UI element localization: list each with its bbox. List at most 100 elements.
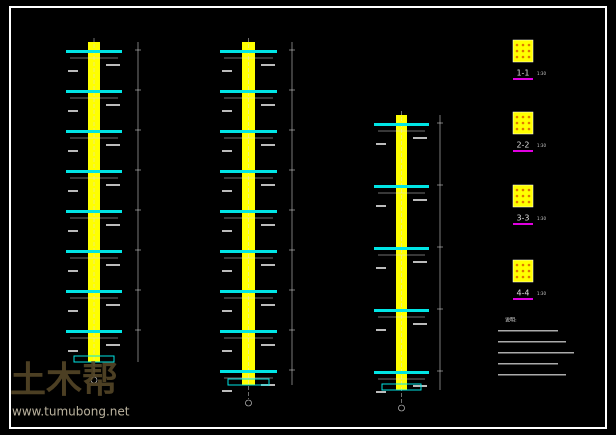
annotation-mark (106, 144, 120, 146)
beam (374, 185, 429, 188)
annotation-mark (106, 344, 120, 346)
annotation-mark (376, 391, 386, 393)
annotation-mark (413, 261, 427, 263)
section-rebar (515, 275, 519, 279)
annotation-mark (261, 304, 275, 306)
note-line (498, 374, 566, 376)
annotation-mark (376, 329, 386, 331)
section-scale: 1:30 (537, 291, 546, 296)
annotation-mark (222, 150, 232, 152)
annotation-mark (261, 224, 275, 226)
section-label: 1-1 (516, 69, 529, 78)
axis-marker (90, 376, 98, 384)
section-rebar (521, 49, 525, 53)
section-rebar (527, 200, 531, 204)
section-rebar (521, 275, 525, 279)
beam (220, 250, 277, 253)
section-rebar (515, 115, 519, 119)
annotation-mark (106, 304, 120, 306)
notes-title: 说明: (505, 317, 517, 324)
section-rebar (521, 127, 525, 131)
annotation-mark (413, 137, 427, 139)
annotation-mark (68, 190, 78, 192)
annotation-mark (376, 205, 386, 207)
section-rebar (515, 49, 519, 53)
beam (66, 170, 122, 173)
section-rebar (521, 200, 525, 204)
section-label: 4-4 (516, 289, 529, 298)
annotation-mark (222, 190, 232, 192)
beam (220, 50, 277, 53)
section-rebar (515, 121, 519, 125)
beam (220, 370, 277, 373)
section-rebar (521, 263, 525, 267)
section-rebar (515, 263, 519, 267)
beam (374, 371, 429, 374)
section-rebar (521, 55, 525, 59)
section-rebar (521, 269, 525, 273)
section-label: 2-2 (516, 141, 529, 150)
annotation-mark (376, 143, 386, 145)
section-rebar (515, 269, 519, 273)
annotation-mark (222, 310, 232, 312)
annotation-mark (106, 64, 120, 66)
section-rebar (515, 200, 519, 204)
watermark-url: www.tumubong.net (12, 405, 130, 419)
annotation-mark (68, 310, 78, 312)
section-rebar (527, 263, 531, 267)
beam (220, 330, 277, 333)
column-base (381, 383, 422, 391)
section-rebar (521, 194, 525, 198)
beam (220, 290, 277, 293)
section-rebar (527, 127, 531, 131)
section-scale: 1:30 (537, 143, 546, 148)
axis-marker (398, 404, 405, 412)
note-line (498, 341, 566, 343)
axis-marker (245, 399, 252, 407)
annotation-mark (106, 184, 120, 186)
annotation-mark (68, 230, 78, 232)
beam (220, 210, 277, 213)
annotation-mark (222, 70, 232, 72)
drawing-frame (9, 6, 607, 429)
note-line (498, 330, 558, 332)
section-rebar (521, 188, 525, 192)
annotation-mark (413, 385, 427, 387)
annotation-mark (222, 110, 232, 112)
beam (66, 250, 122, 253)
annotation-mark (261, 64, 275, 66)
note-line (498, 363, 558, 365)
annotation-mark (106, 104, 120, 106)
beam (374, 309, 429, 312)
beam (374, 123, 429, 126)
beam (66, 290, 122, 293)
annotation-mark (261, 344, 275, 346)
beam (66, 90, 122, 93)
beam (66, 210, 122, 213)
section-rebar (521, 115, 525, 119)
column-base (227, 378, 270, 386)
section-rebar (527, 194, 531, 198)
annotation-mark (261, 104, 275, 106)
section-rebar (527, 269, 531, 273)
section-rebar (527, 188, 531, 192)
beam (66, 130, 122, 133)
section-rebar (515, 55, 519, 59)
annotation-mark (222, 390, 232, 392)
section-scale: 1:30 (537, 216, 546, 221)
annotation-mark (222, 350, 232, 352)
section-rebar (527, 55, 531, 59)
watermark-logo: 土木帮 (10, 360, 118, 401)
section-label: 3-3 (516, 214, 529, 223)
annotation-mark (261, 184, 275, 186)
section-rebar (521, 121, 525, 125)
annotation-mark (261, 144, 275, 146)
section-scale: 1:30 (537, 71, 546, 76)
section-rebar (527, 121, 531, 125)
annotation-mark (68, 150, 78, 152)
annotation-mark (68, 110, 78, 112)
note-line (498, 352, 574, 354)
column-base (73, 355, 115, 363)
section-rebar (515, 194, 519, 198)
annotation-mark (68, 70, 78, 72)
